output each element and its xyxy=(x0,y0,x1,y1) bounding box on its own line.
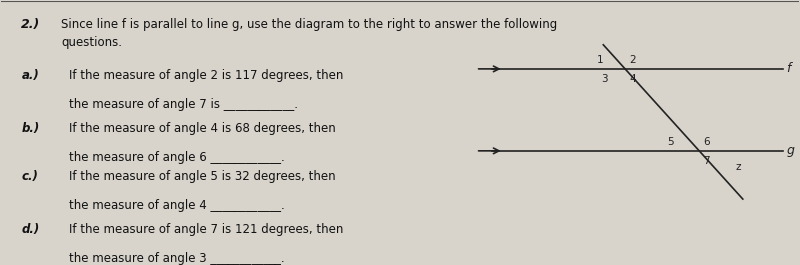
Text: the measure of angle 3 ____________.: the measure of angle 3 ____________. xyxy=(69,252,285,265)
Text: z: z xyxy=(735,162,741,172)
Text: If the measure of angle 7 is 121 degrees, then: If the measure of angle 7 is 121 degrees… xyxy=(69,223,343,236)
Text: If the measure of angle 4 is 68 degrees, then: If the measure of angle 4 is 68 degrees,… xyxy=(69,122,336,135)
Text: the measure of angle 7 is ____________.: the measure of angle 7 is ____________. xyxy=(69,98,298,111)
Text: f: f xyxy=(786,62,791,75)
Text: 6: 6 xyxy=(703,137,710,147)
Text: 3: 3 xyxy=(602,74,608,84)
Text: If the measure of angle 5 is 32 degrees, then: If the measure of angle 5 is 32 degrees,… xyxy=(69,170,336,183)
Text: Since line f is parallel to line g, use the diagram to the right to answer the f: Since line f is parallel to line g, use … xyxy=(61,18,558,49)
Text: 2: 2 xyxy=(630,55,636,65)
Text: d.): d.) xyxy=(22,223,39,236)
Text: 7: 7 xyxy=(703,156,710,166)
Text: c.): c.) xyxy=(22,170,38,183)
Text: 4: 4 xyxy=(630,74,636,84)
Text: the measure of angle 4 ____________.: the measure of angle 4 ____________. xyxy=(69,199,285,212)
Text: the measure of angle 6 ____________.: the measure of angle 6 ____________. xyxy=(69,151,285,164)
Text: b.): b.) xyxy=(22,122,39,135)
Text: 1: 1 xyxy=(597,55,603,65)
Text: If the measure of angle 2 is 117 degrees, then: If the measure of angle 2 is 117 degrees… xyxy=(69,69,343,82)
Text: a.): a.) xyxy=(22,69,39,82)
Text: g: g xyxy=(786,144,794,157)
Text: 2.): 2.) xyxy=(22,18,41,31)
Text: 5: 5 xyxy=(666,137,674,147)
